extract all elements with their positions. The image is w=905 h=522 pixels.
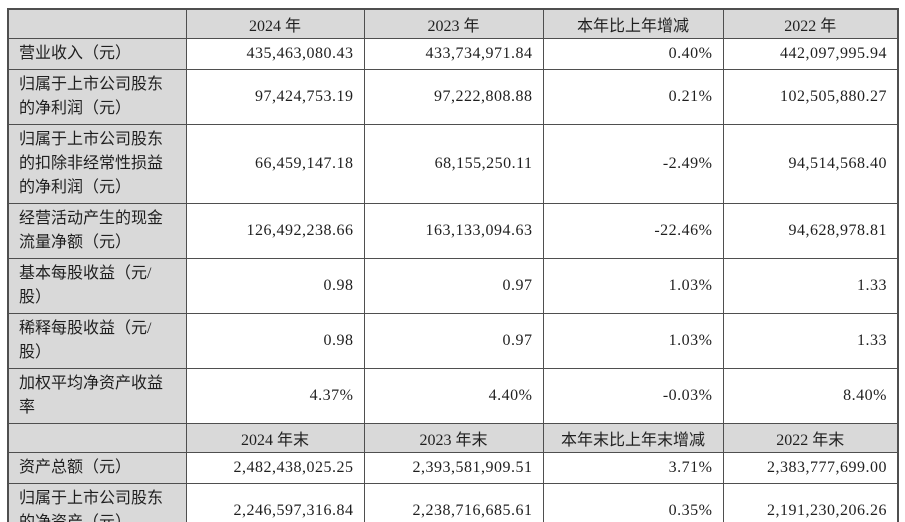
value-2023: 0.97	[363, 313, 544, 369]
value-2024: 2,246,597,316.84	[185, 483, 365, 522]
row-label: 归属于上市公司股东的净资产（元）	[7, 483, 187, 522]
value-2023: 4.40%	[363, 368, 544, 424]
column-header-2024: 2024 年	[185, 8, 365, 39]
table-row-deducted-net-profit: 归属于上市公司股东的扣除非经常性损益的净利润（元） 66,459,147.18 …	[7, 124, 899, 204]
value-2022: 8.40%	[722, 368, 899, 424]
row-label: 经营活动产生的现金流量净额（元）	[7, 203, 187, 259]
table-row-net-profit: 归属于上市公司股东的净利润（元） 97,424,753.19 97,222,80…	[7, 69, 899, 125]
corner-cell	[7, 423, 187, 453]
value-2023: 433,734,971.84	[363, 38, 544, 70]
value-2022: 94,628,978.81	[722, 203, 899, 259]
table-row-revenue: 营业收入（元） 435,463,080.43 433,734,971.84 0.…	[7, 38, 899, 70]
column-header-yearend-change: 本年末比上年末增减	[542, 423, 724, 453]
value-yoy-change: -0.03%	[542, 368, 724, 424]
value-2023: 97,222,808.88	[363, 69, 544, 125]
financial-summary-table: 2024 年 2023 年 本年比上年增减 2022 年 营业收入（元） 435…	[7, 8, 899, 522]
value-yoy-change: 3.71%	[542, 452, 724, 484]
row-label: 加权平均净资产收益率	[7, 368, 187, 424]
value-2023: 2,393,581,909.51	[363, 452, 544, 484]
year-end-header-row: 2024 年末 2023 年末 本年末比上年末增减 2022 年末	[7, 423, 899, 453]
value-2022: 1.33	[722, 258, 899, 314]
column-header-2022: 2022 年	[722, 8, 899, 39]
column-header-2023-end: 2023 年末	[363, 423, 544, 453]
table-row-operating-cash-flow: 经营活动产生的现金流量净额（元） 126,492,238.66 163,133,…	[7, 203, 899, 259]
table-row-total-assets: 资产总额（元） 2,482,438,025.25 2,393,581,909.5…	[7, 452, 899, 484]
value-2024: 66,459,147.18	[185, 124, 365, 204]
value-2022: 102,505,880.27	[722, 69, 899, 125]
value-2023: 2,238,716,685.61	[363, 483, 544, 522]
value-2024: 0.98	[185, 313, 365, 369]
annual-header-row: 2024 年 2023 年 本年比上年增减 2022 年	[7, 8, 899, 39]
value-2022: 442,097,995.94	[722, 38, 899, 70]
value-2023: 163,133,094.63	[363, 203, 544, 259]
table-row-net-assets: 归属于上市公司股东的净资产（元） 2,246,597,316.84 2,238,…	[7, 483, 899, 522]
value-2024: 0.98	[185, 258, 365, 314]
value-2023: 68,155,250.11	[363, 124, 544, 204]
column-header-2023: 2023 年	[363, 8, 544, 39]
value-2022: 2,383,777,699.00	[722, 452, 899, 484]
value-2024: 126,492,238.66	[185, 203, 365, 259]
table-row-weighted-avg-roe: 加权平均净资产收益率 4.37% 4.40% -0.03% 8.40%	[7, 368, 899, 424]
column-header-2024-end: 2024 年末	[185, 423, 365, 453]
row-label: 资产总额（元）	[7, 452, 187, 484]
value-yoy-change: 1.03%	[542, 258, 724, 314]
value-2024: 2,482,438,025.25	[185, 452, 365, 484]
table-row-diluted-eps: 稀释每股收益（元/股） 0.98 0.97 1.03% 1.33	[7, 313, 899, 369]
value-2024: 97,424,753.19	[185, 69, 365, 125]
value-2022: 94,514,568.40	[722, 124, 899, 204]
column-header-yoy-change: 本年比上年增减	[542, 8, 724, 39]
column-header-2022-end: 2022 年末	[722, 423, 899, 453]
value-yoy-change: 0.40%	[542, 38, 724, 70]
value-yoy-change: 1.03%	[542, 313, 724, 369]
value-2022: 1.33	[722, 313, 899, 369]
value-yoy-change: -22.46%	[542, 203, 724, 259]
row-label: 基本每股收益（元/股）	[7, 258, 187, 314]
value-2022: 2,191,230,206.26	[722, 483, 899, 522]
value-yoy-change: -2.49%	[542, 124, 724, 204]
value-yoy-change: 0.35%	[542, 483, 724, 522]
row-label: 归属于上市公司股东的扣除非经常性损益的净利润（元）	[7, 124, 187, 204]
corner-cell	[7, 8, 187, 39]
row-label: 稀释每股收益（元/股）	[7, 313, 187, 369]
value-2024: 435,463,080.43	[185, 38, 365, 70]
table-row-basic-eps: 基本每股收益（元/股） 0.98 0.97 1.03% 1.33	[7, 258, 899, 314]
value-2023: 0.97	[363, 258, 544, 314]
value-2024: 4.37%	[185, 368, 365, 424]
row-label: 归属于上市公司股东的净利润（元）	[7, 69, 187, 125]
row-label: 营业收入（元）	[7, 38, 187, 70]
value-yoy-change: 0.21%	[542, 69, 724, 125]
